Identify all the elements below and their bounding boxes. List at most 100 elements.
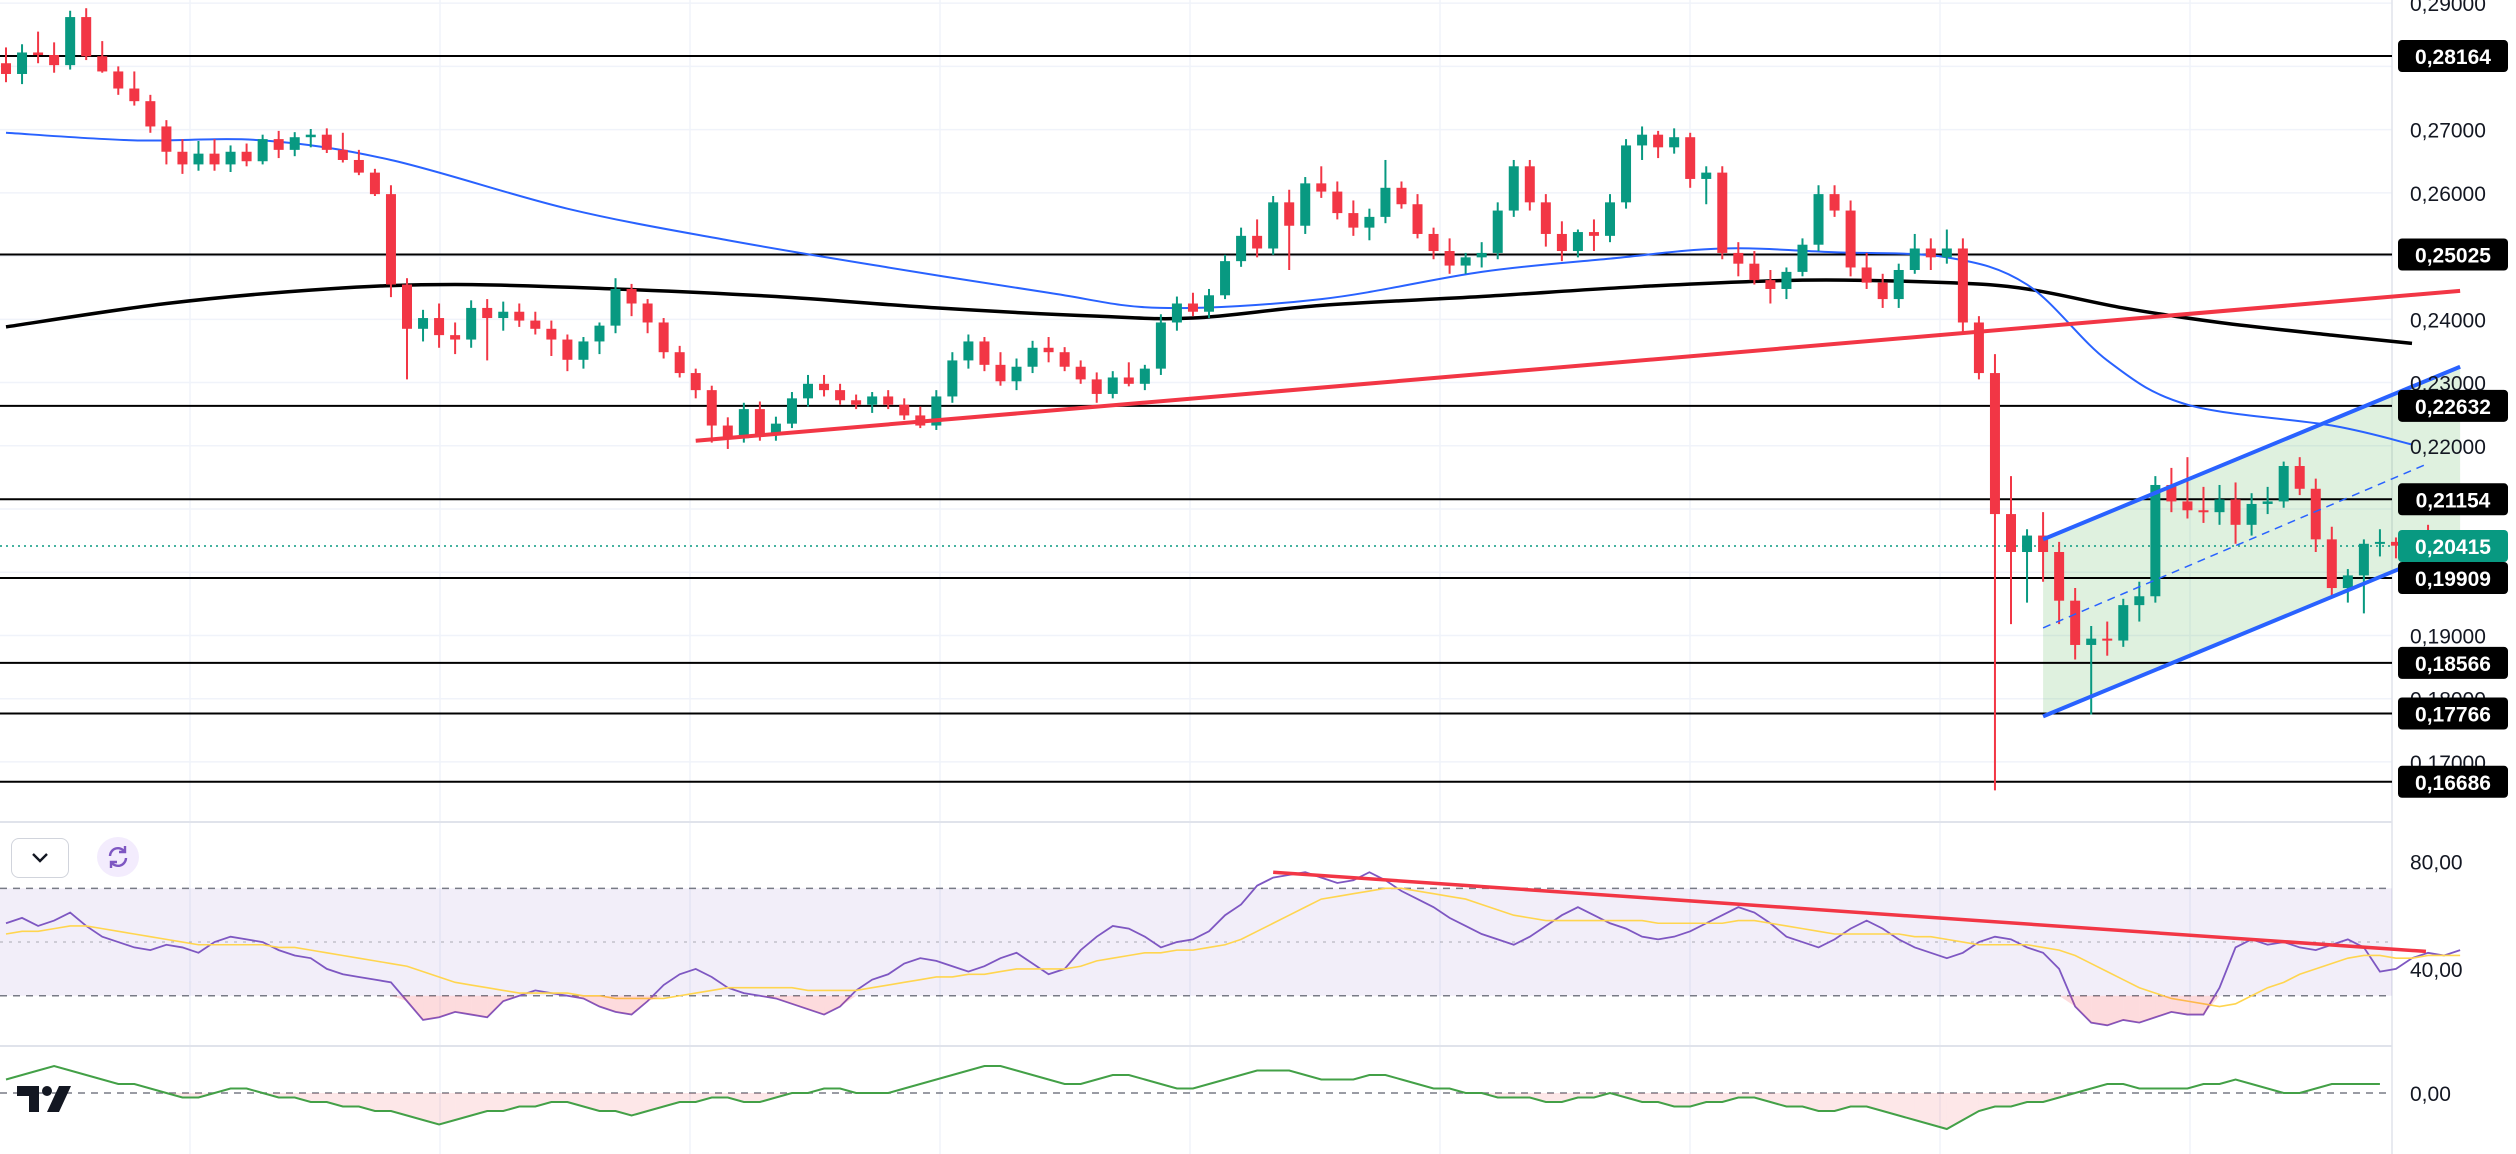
level-label-bg	[2398, 40, 2508, 73]
candle-body	[2230, 499, 2241, 525]
level-label-bg	[2398, 483, 2508, 516]
candle-body	[2070, 600, 2081, 645]
candle-body	[1508, 166, 1519, 211]
candle-body	[706, 390, 717, 426]
osc-negative-fill	[1946, 1093, 1963, 1129]
osc-negative-fill	[631, 1093, 648, 1116]
rsi-oversold-fill	[439, 995, 456, 1018]
level-label-bg	[2398, 561, 2508, 594]
rsi-ma-line	[5, 887, 2461, 1008]
candle-body	[2326, 539, 2337, 589]
ema-short-line	[5, 131, 2413, 446]
osc-negative-fill	[1674, 1093, 1691, 1107]
candle-body	[1941, 248, 1952, 258]
candle-body	[2022, 535, 2033, 553]
candle-body	[867, 396, 878, 405]
osc-negative-fill	[1818, 1093, 1835, 1111]
rsi-oversold-fill	[471, 995, 488, 1018]
candle-body	[289, 137, 300, 150]
candle-body	[1075, 366, 1086, 380]
osc-negative-fill	[1642, 1093, 1659, 1102]
candle-body	[931, 396, 942, 426]
osc-negative-fill	[1802, 1093, 1819, 1111]
osc-negative-fill	[1529, 1093, 1546, 1102]
chevron-down-icon	[32, 853, 48, 863]
candle-body	[2390, 541, 2401, 546]
candle-body	[1220, 261, 1231, 296]
rsi-oversold-fill	[615, 995, 632, 1015]
candle-body	[2214, 499, 2225, 513]
candle-body	[546, 328, 557, 340]
candle-body	[2118, 605, 2129, 641]
candle-body	[1444, 251, 1455, 266]
candle-body	[1877, 282, 1888, 300]
candle-body	[1797, 244, 1808, 272]
candle-body	[1043, 347, 1054, 353]
candle-body	[530, 320, 541, 329]
osc-negative-fill	[647, 1093, 664, 1111]
candle-body	[49, 55, 60, 66]
candle-body	[498, 311, 509, 319]
candle-body	[2182, 501, 2193, 511]
candle-body	[161, 126, 172, 152]
price-tick-label: 0,22000	[2410, 436, 2486, 459]
candle-body	[1412, 204, 1423, 234]
price-tick-label: 0,29000	[2410, 0, 2486, 16]
candle-body	[81, 17, 92, 57]
rsi-tick-label: 40,00	[2410, 959, 2463, 982]
candle-body	[819, 383, 830, 391]
candle-body	[466, 307, 477, 340]
candle-body	[883, 396, 894, 405]
candle-body	[1187, 303, 1198, 312]
osc-negative-fill	[1834, 1093, 1851, 1111]
candle-body	[2134, 596, 2145, 606]
candle-body	[2038, 535, 2049, 553]
candle-body	[337, 149, 348, 160]
candle-body	[1893, 269, 1904, 300]
osc-negative-fill	[1978, 1093, 1995, 1111]
candle-body	[1813, 194, 1824, 245]
refresh-button[interactable]	[97, 837, 139, 877]
candle-body	[1107, 377, 1118, 394]
candle-body	[193, 153, 204, 165]
candle-body	[2294, 466, 2305, 489]
candle-body	[1284, 202, 1295, 226]
osc-negative-fill	[503, 1093, 520, 1111]
candle-body	[626, 288, 637, 304]
osc-negative-fill	[1561, 1093, 1578, 1102]
collapse-button[interactable]	[11, 838, 69, 878]
osc-negative-fill	[2027, 1093, 2044, 1102]
rsi-oversold-fill	[791, 995, 808, 1010]
candle-body	[1621, 145, 1632, 203]
candle-body	[1492, 210, 1503, 253]
rsi-oversold-fill	[2075, 995, 2092, 1023]
osc-negative-fill	[695, 1093, 712, 1102]
candle-body	[1332, 191, 1343, 214]
candle-body	[1139, 368, 1150, 384]
candle-body	[145, 101, 156, 127]
candle-body	[17, 52, 28, 74]
osc-line	[5, 1064, 2380, 1131]
rsi-oversold-fill	[583, 995, 600, 1007]
osc-negative-fill	[423, 1093, 440, 1125]
osc-negative-fill	[1626, 1093, 1643, 1102]
osc-negative-fill	[679, 1093, 696, 1102]
candle-body	[434, 318, 445, 336]
candle-body	[385, 194, 396, 285]
candle-body	[1252, 235, 1263, 249]
rsi-oversold-fill	[2203, 995, 2220, 1015]
candle-body	[1572, 232, 1583, 252]
candle-body	[1733, 252, 1744, 264]
rsi-oversold-fill	[647, 995, 664, 1002]
candle-body	[1989, 373, 2000, 515]
candle-body	[803, 383, 813, 399]
level-label: 0,22632	[2415, 396, 2491, 419]
candle-body	[2150, 484, 2161, 597]
candle-body	[273, 139, 284, 150]
candle-body	[418, 318, 429, 329]
candle-body	[482, 307, 493, 319]
candle-body	[1300, 183, 1311, 226]
candle-body	[1091, 379, 1102, 394]
candle-body	[450, 335, 461, 340]
moving-averages	[5, 131, 2413, 446]
